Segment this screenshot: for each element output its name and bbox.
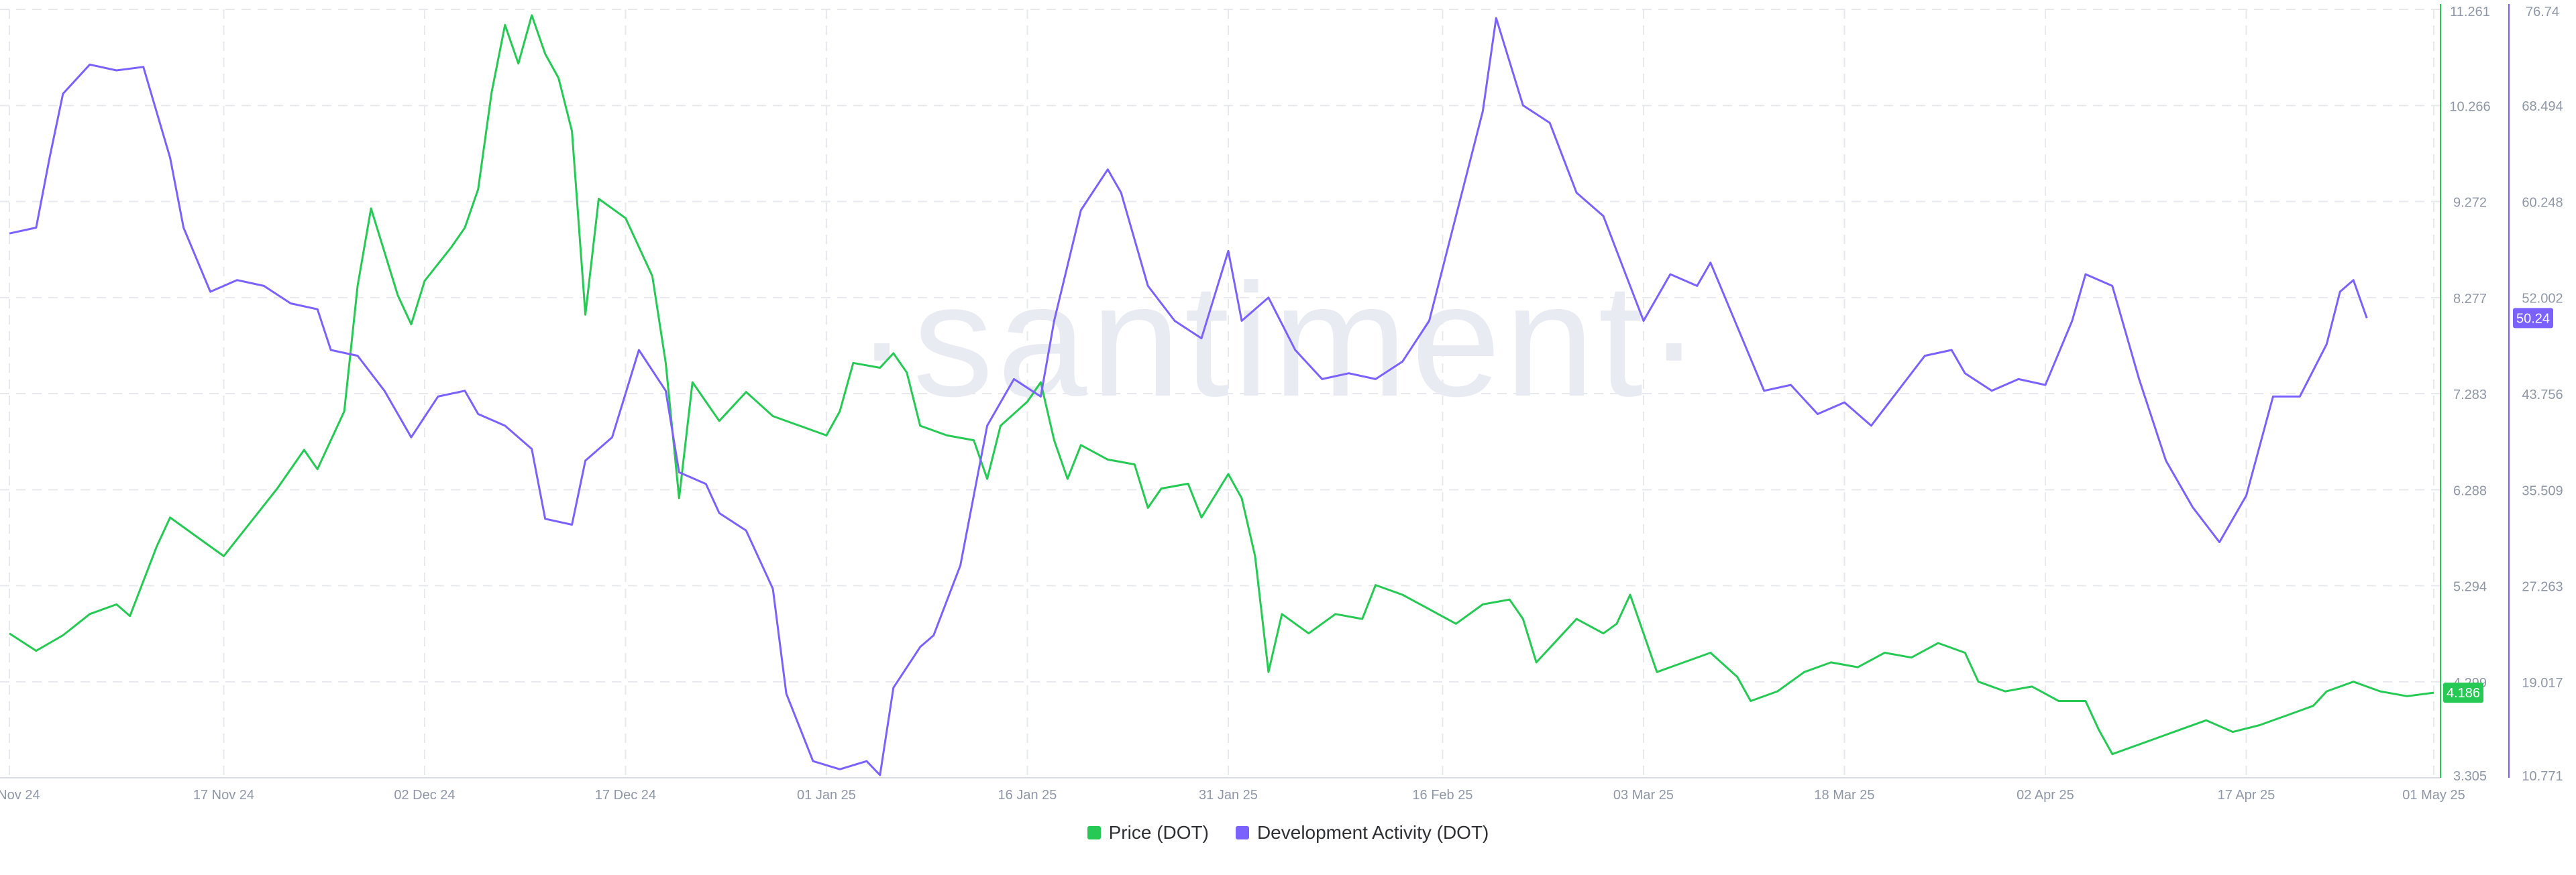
price-tick-label: 5.294 xyxy=(2453,580,2487,595)
x-tick-label: 01 Nov 24 xyxy=(0,788,40,803)
legend-item-price[interactable]: Price (DOT) xyxy=(1087,822,1209,843)
dev-tick-label: 52.002 xyxy=(2522,292,2563,306)
x-tick-label: 17 Dec 24 xyxy=(595,788,656,803)
x-tick-label: 16 Feb 25 xyxy=(1412,788,1472,803)
legend-label-dev-activity: Development Activity (DOT) xyxy=(1256,822,1489,843)
axis-layer: 11.26110.2669.2728.2777.2836.2885.2944.2… xyxy=(0,4,2563,803)
x-tick-label: 03 Mar 25 xyxy=(1613,788,1674,803)
dev-tick-label: 27.263 xyxy=(2522,580,2563,595)
price-line xyxy=(9,14,2434,756)
dev-tick-label: 68.494 xyxy=(2522,99,2563,114)
series-layer xyxy=(9,14,2434,776)
price-tick-label: 11.261 xyxy=(2450,5,2490,19)
dev-tick-label: 60.248 xyxy=(2522,195,2563,210)
legend-item-dev-activity[interactable]: Development Activity (DOT) xyxy=(1235,822,1489,843)
x-tick-label: 17 Nov 24 xyxy=(193,788,254,803)
x-tick-label: 02 Apr 25 xyxy=(2017,788,2074,803)
x-tick-label: 31 Jan 25 xyxy=(1199,788,1258,803)
price-tick-label: 10.266 xyxy=(2449,99,2490,114)
dev-tick-label: 10.771 xyxy=(2522,769,2563,784)
x-tick-label: 17 Apr 25 xyxy=(2218,788,2275,803)
dev-tick-label: 76.74 xyxy=(2526,5,2559,19)
x-tick-label: 01 May 25 xyxy=(2402,788,2465,803)
legend-swatch-price xyxy=(1087,826,1101,839)
x-tick-label: 02 Dec 24 xyxy=(394,788,455,803)
dev-current-value: 50.24 xyxy=(2516,311,2550,326)
price-tick-label: 6.288 xyxy=(2453,483,2487,498)
x-tick-label: 18 Mar 25 xyxy=(1814,788,1874,803)
x-tick-label: 01 Jan 25 xyxy=(797,788,856,803)
dev-tick-label: 43.756 xyxy=(2522,388,2563,402)
x-tick-label: 16 Jan 25 xyxy=(998,788,1057,803)
price-tick-label: 9.272 xyxy=(2453,196,2487,211)
legend-swatch-dev-activity xyxy=(1235,826,1249,839)
dev-current-badge xyxy=(2513,308,2553,329)
price-tick-label: 7.283 xyxy=(2453,388,2487,402)
price-current-badge xyxy=(2443,683,2483,703)
dev-tick-label: 35.509 xyxy=(2522,483,2563,498)
price-tick-label: 8.277 xyxy=(2453,292,2487,306)
legend-label-price: Price (DOT) xyxy=(1108,822,1209,843)
dev-tick-label: 19.017 xyxy=(2522,676,2563,691)
legend: Price (DOT) Development Activity (DOT) xyxy=(0,822,2576,843)
watermark: ·santiment· xyxy=(855,250,1705,430)
price-current-value: 4.186 xyxy=(2447,686,2480,701)
dev-activity-line xyxy=(9,17,2368,776)
price-tick-label: 3.305 xyxy=(2453,769,2487,784)
